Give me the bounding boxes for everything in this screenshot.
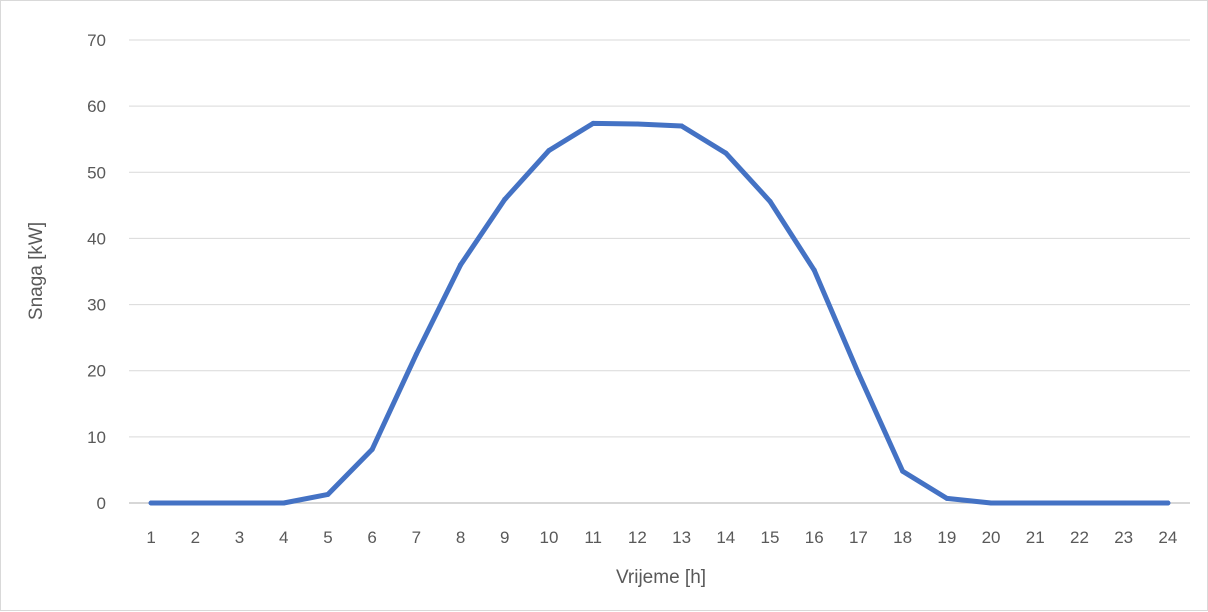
gridlines <box>129 39 1190 504</box>
x-tick-label: 5 <box>323 528 332 547</box>
x-tick-label: 12 <box>628 528 647 547</box>
x-tick-label: 23 <box>1114 528 1133 547</box>
x-tick-label: 16 <box>805 528 824 547</box>
data-point <box>502 196 508 202</box>
data-point <box>944 495 950 501</box>
data-point <box>237 500 243 506</box>
data-point <box>723 150 729 156</box>
y-axis-title: Snaga [kW] <box>26 222 47 320</box>
data-point <box>855 370 861 376</box>
data-point <box>988 500 994 506</box>
y-tick-label: 40 <box>87 229 106 248</box>
x-tick-label: 15 <box>761 528 780 547</box>
x-tick-label: 22 <box>1070 528 1089 547</box>
data-point <box>811 267 817 273</box>
data-point <box>1165 500 1171 506</box>
y-tick-label: 20 <box>87 362 106 381</box>
y-tick-label: 10 <box>87 428 106 447</box>
x-tick-label: 7 <box>412 528 421 547</box>
x-tick-label: 6 <box>367 528 376 547</box>
x-tick-label: 4 <box>279 528 288 547</box>
y-tick-label: 0 <box>97 494 106 513</box>
series-layer <box>148 120 1171 506</box>
y-tick-label: 30 <box>87 296 106 315</box>
data-point <box>192 500 198 506</box>
data-point <box>369 446 375 452</box>
x-axis-ticks: 1 2 3 4 5 6 7 8 9 10 11 12 13 14 15 16 17 18 19 20 21 22 23 24 <box>146 528 1177 547</box>
data-point <box>1032 500 1038 506</box>
x-tick-label: 9 <box>500 528 509 547</box>
y-axis-ticks: 0 10 20 30 40 50 60 70 <box>87 31 106 513</box>
data-point <box>590 120 596 126</box>
data-point <box>634 121 640 127</box>
data-point <box>546 147 552 153</box>
data-point <box>679 123 685 129</box>
x-tick-label: 21 <box>1026 528 1045 547</box>
data-point <box>325 491 331 497</box>
data-point <box>900 468 906 474</box>
x-tick-label: 13 <box>672 528 691 547</box>
y-tick-label: 60 <box>87 97 106 116</box>
x-tick-label: 8 <box>456 528 465 547</box>
data-point <box>458 262 464 268</box>
y-tick-label: 70 <box>87 31 106 50</box>
x-tick-label: 18 <box>893 528 912 547</box>
y-tick-label: 50 <box>87 163 106 182</box>
x-tick-label: 14 <box>716 528 735 547</box>
data-point <box>413 351 419 357</box>
x-tick-label: 2 <box>191 528 200 547</box>
x-tick-label: 11 <box>584 528 602 547</box>
data-point <box>767 198 773 204</box>
x-tick-label: 10 <box>540 528 559 547</box>
data-point <box>1121 500 1127 506</box>
x-tick-label: 3 <box>235 528 244 547</box>
x-tick-label: 20 <box>982 528 1001 547</box>
x-tick-label: 17 <box>849 528 868 547</box>
data-point <box>281 500 287 506</box>
x-tick-label: 24 <box>1158 528 1177 547</box>
x-axis-title: Vrijeme [h] <box>616 567 706 588</box>
series-line <box>148 120 1171 506</box>
x-tick-label: 19 <box>937 528 956 547</box>
data-point <box>148 500 154 506</box>
data-point <box>1076 500 1082 506</box>
x-tick-label: 1 <box>146 528 155 547</box>
